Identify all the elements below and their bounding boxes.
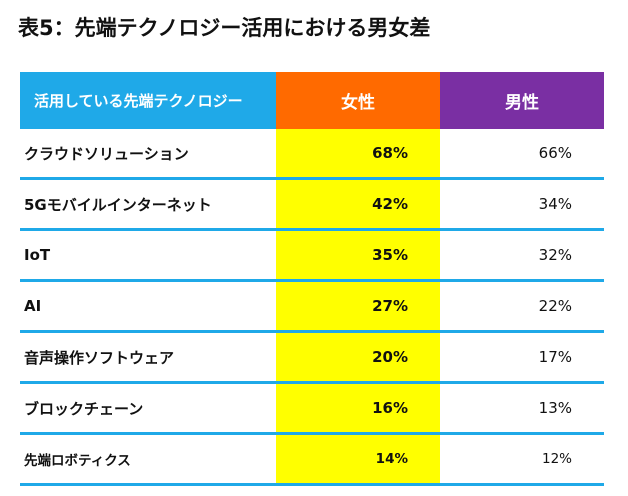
page-title: 表5：先端テクノロジー活用における男女差 <box>18 16 431 40</box>
table-row: ブロックチェーン 16% 13% <box>20 382 604 435</box>
table-row: 先端ロボティクス 14% 12% <box>20 433 604 486</box>
technology-name: 音声操作ソフトウェア <box>20 331 276 384</box>
table-row: IoT 35% 32% <box>20 229 604 282</box>
male-value: 17% <box>440 331 604 384</box>
technology-name: 5Gモバイルインターネット <box>20 178 276 231</box>
technology-name: AI <box>20 280 276 333</box>
female-value: 35% <box>276 229 440 282</box>
gender-technology-table: 活用している先端テクノロジー 女性 男性 クラウドソリューション 68% 66%… <box>20 72 604 486</box>
header-male: 男性 <box>440 72 604 129</box>
male-value: 34% <box>440 178 604 231</box>
table-header-row: 活用している先端テクノロジー 女性 男性 <box>20 72 604 129</box>
male-value: 13% <box>440 382 604 435</box>
female-value: 14% <box>276 433 440 486</box>
male-value: 12% <box>440 433 604 486</box>
female-value: 16% <box>276 382 440 435</box>
header-technology: 活用している先端テクノロジー <box>20 72 276 129</box>
table-row: 5Gモバイルインターネット 42% 34% <box>20 178 604 231</box>
header-female: 女性 <box>276 72 440 129</box>
table-row: AI 27% 22% <box>20 280 604 333</box>
female-value: 20% <box>276 331 440 384</box>
male-value: 22% <box>440 280 604 333</box>
male-value: 66% <box>440 129 604 180</box>
technology-name: IoT <box>20 229 276 282</box>
male-value: 32% <box>440 229 604 282</box>
technology-name: 先端ロボティクス <box>20 433 276 486</box>
table-row: 音声操作ソフトウェア 20% 17% <box>20 331 604 384</box>
female-value: 42% <box>276 178 440 231</box>
female-value: 68% <box>276 129 440 180</box>
technology-name: ブロックチェーン <box>20 382 276 435</box>
table-row: クラウドソリューション 68% 66% <box>20 129 604 180</box>
technology-name: クラウドソリューション <box>20 129 276 180</box>
female-value: 27% <box>276 280 440 333</box>
